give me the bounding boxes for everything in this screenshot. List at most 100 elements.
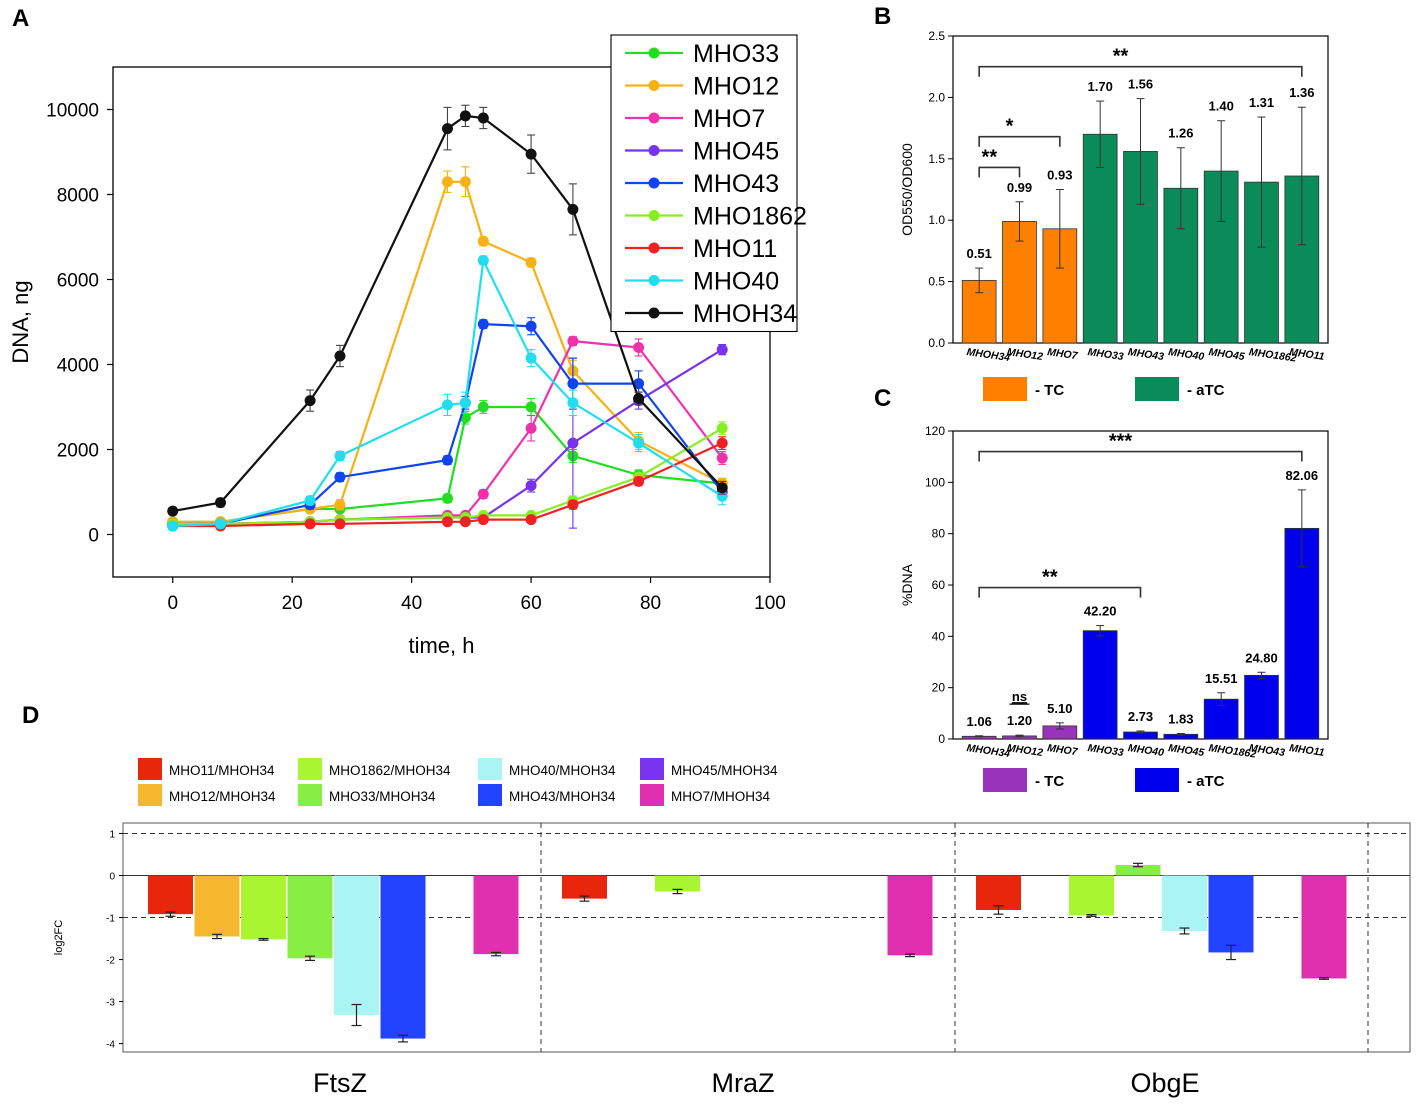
- value-label: 1.06: [967, 714, 992, 729]
- data-point: [525, 352, 537, 364]
- ns-label: ns: [1012, 689, 1027, 704]
- y-tick-label: 6000: [57, 271, 99, 292]
- data-point: [477, 488, 489, 500]
- legend-label: - TC: [1035, 382, 1064, 399]
- y-tick-label: 100: [925, 475, 945, 489]
- data-point: [334, 471, 346, 483]
- value-label: 42.20: [1084, 604, 1117, 619]
- data-point: [567, 499, 579, 511]
- y-axis-label: OD550/OD600: [899, 143, 915, 236]
- bar: [887, 875, 933, 956]
- legend-marker: [648, 242, 660, 254]
- legend-label: MHO40/MHOH34: [509, 763, 616, 778]
- data-point: [334, 499, 346, 511]
- legend-swatch: [640, 758, 664, 780]
- data-point: [459, 397, 471, 409]
- y-tick-label: -1: [106, 914, 115, 925]
- legend-swatch: [478, 784, 502, 806]
- data-point: [215, 497, 227, 509]
- legend-label: MHO11: [693, 235, 777, 263]
- y-tick-label: 120: [925, 424, 945, 438]
- data-point: [477, 401, 489, 413]
- category-label: MHO45: [1167, 742, 1205, 759]
- data-point: [567, 335, 579, 347]
- data-point: [567, 203, 579, 215]
- legend-marker: [648, 145, 660, 156]
- value-label: 0.99: [1007, 180, 1032, 195]
- category-label: MHO11: [1288, 346, 1325, 363]
- series-mho40: [167, 254, 728, 532]
- data-point: [167, 520, 179, 532]
- data-point: [567, 437, 579, 449]
- bar: [1082, 133, 1118, 344]
- y-axis-label: DNA, ng: [8, 280, 33, 363]
- data-point: [525, 320, 537, 332]
- data-point: [334, 518, 346, 530]
- y-tick-label: 0.5: [928, 275, 945, 289]
- data-point: [304, 395, 316, 407]
- value-label: 5.10: [1047, 701, 1072, 716]
- bar: [655, 875, 700, 892]
- y-tick-label: 8000: [57, 186, 99, 207]
- y-tick-label: -4: [106, 1040, 115, 1051]
- bar: [976, 875, 1021, 910]
- value-label: 1.40: [1209, 99, 1234, 114]
- plot-frame: [122, 822, 1411, 1053]
- legend-label: MHO45/MHOH34: [671, 763, 778, 778]
- panel-letter-b: B: [874, 3, 891, 30]
- data-point: [441, 399, 453, 411]
- gene-label: FtsZ: [313, 1068, 367, 1098]
- bar: [241, 875, 286, 940]
- category-label: MHO40: [1127, 742, 1165, 759]
- data-point: [716, 344, 728, 356]
- bar: [1208, 875, 1254, 953]
- legend-label: MHO43/MHOH34: [509, 789, 616, 804]
- data-point: [441, 516, 453, 528]
- bar: [961, 279, 997, 344]
- data-point: [633, 342, 645, 353]
- data-point: [334, 450, 346, 462]
- x-tick-label: 80: [640, 593, 661, 614]
- data-point: [716, 482, 728, 494]
- value-label: 15.51: [1205, 671, 1238, 686]
- data-point: [525, 257, 537, 268]
- data-point: [525, 148, 537, 160]
- category-label: MHO33: [1087, 346, 1125, 363]
- legend-label: MHO45: [693, 138, 779, 166]
- data-point: [567, 397, 579, 409]
- category-label: MHOH34: [966, 742, 1011, 760]
- legend-label: MHO43: [693, 170, 779, 198]
- data-point: [334, 350, 346, 362]
- legend-swatch: [298, 784, 322, 806]
- x-tick-label: 100: [754, 593, 786, 614]
- bar: [1115, 865, 1161, 876]
- category-label: MHO12: [1006, 742, 1044, 759]
- bar: [380, 875, 426, 1039]
- data-point: [441, 176, 453, 188]
- data-point: [215, 518, 227, 530]
- y-tick-label: 60: [932, 578, 946, 592]
- value-label: 1.26: [1168, 126, 1193, 141]
- data-point: [459, 176, 471, 188]
- legend-swatch: [1135, 377, 1179, 401]
- bar: [1082, 630, 1118, 740]
- data-point: [477, 514, 489, 526]
- legend-label: MHO11/MHOH34: [169, 763, 275, 778]
- data-point: [716, 490, 728, 502]
- legend-swatch: [138, 784, 162, 806]
- data-point: [477, 112, 489, 124]
- panel-letter-c: C: [874, 385, 891, 412]
- x-tick-label: 20: [282, 593, 303, 614]
- data-point: [441, 123, 453, 135]
- legend-label: MHO33: [693, 40, 779, 68]
- legend-marker: [648, 275, 660, 286]
- y-tick-label: 80: [932, 527, 946, 541]
- y-tick-label: -3: [106, 998, 115, 1009]
- bar: [1069, 875, 1114, 916]
- data-point: [441, 492, 453, 504]
- significance-label: **: [982, 146, 998, 168]
- bar: [334, 875, 379, 1016]
- category-label: MHO7: [1046, 346, 1079, 362]
- significance-label: **: [1113, 46, 1129, 68]
- legend-marker: [648, 47, 660, 59]
